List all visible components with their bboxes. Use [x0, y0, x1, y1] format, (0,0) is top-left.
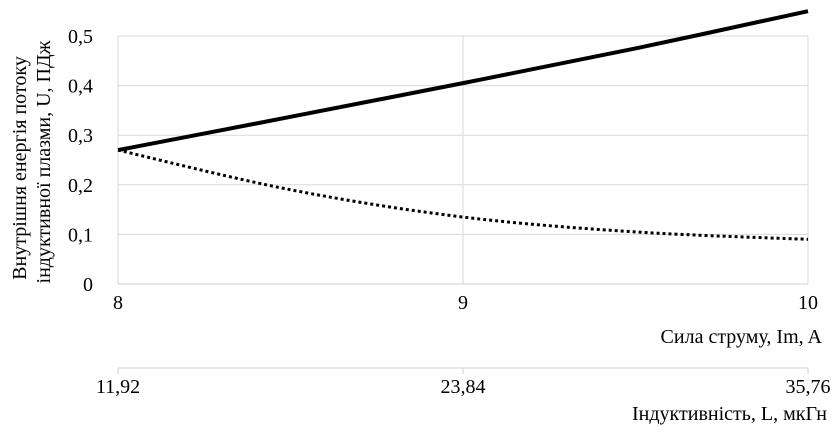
- secondary-x-tick-label: 35,76: [786, 376, 831, 398]
- y-axis-title-line1: Внутрішня енергія потоку: [9, 56, 31, 280]
- y-tick-label: 0,3: [68, 125, 93, 147]
- secondary-x-tick-label: 23,84: [441, 376, 486, 398]
- solid-series-line: [117, 9, 809, 153]
- secondary-x-tick-label: 11,92: [96, 376, 140, 398]
- x-tick-label: 10: [798, 292, 818, 314]
- y-tick-label: 0,2: [68, 175, 93, 197]
- y-tick-label: 0,5: [68, 26, 93, 48]
- dotted-series-line: [117, 148, 809, 241]
- x-tick-label: 8: [113, 292, 123, 314]
- y-tick-label: 0,1: [68, 224, 93, 246]
- secondary-x-axis-title: Індуктивність, L, мкГн: [632, 403, 827, 425]
- series-group: [117, 9, 809, 241]
- y-tick-labels: 0 0,1 0,2 0,3 0,4 0,5: [68, 26, 93, 296]
- y-tick-label: 0,4: [68, 76, 93, 98]
- secondary-x-tick-labels: 11,92 23,84 35,76: [96, 368, 831, 398]
- x-tick-labels: 8 9 10: [113, 292, 818, 314]
- x-axis-title: Сила струму, Im, A: [661, 326, 823, 348]
- grid-lines: [117, 35, 809, 284]
- y-tick-label: 0: [83, 274, 93, 296]
- x-tick-label: 9: [458, 292, 468, 314]
- y-axis-title-line2: індуктивної плазми, U, ПДж: [33, 40, 55, 283]
